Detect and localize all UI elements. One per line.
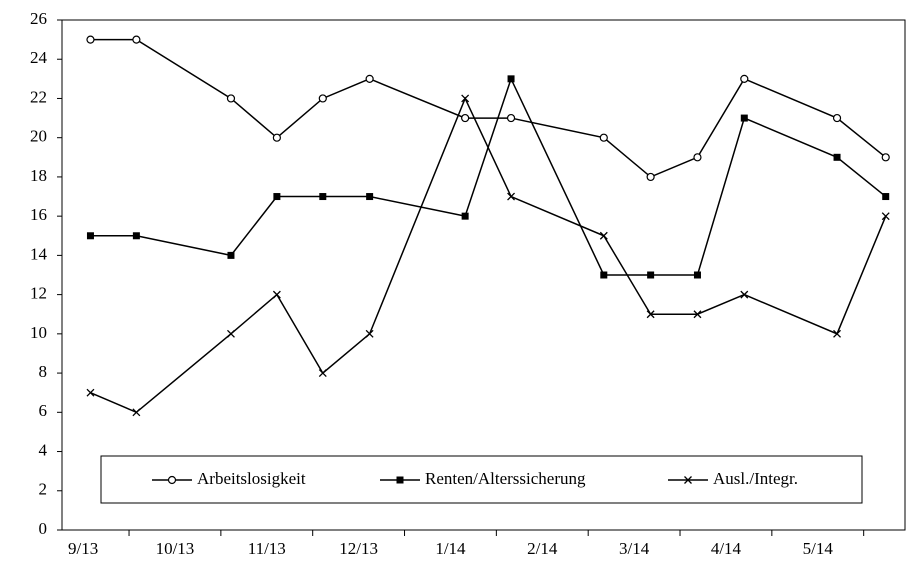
y-tick-label: 12 xyxy=(30,284,47,303)
x-tick-label: 12/13 xyxy=(339,539,378,558)
data-point xyxy=(318,94,327,103)
x-tick-label: 5/14 xyxy=(803,539,834,558)
series-line xyxy=(90,76,887,276)
data-point xyxy=(86,35,95,44)
y-tick-label: 10 xyxy=(30,323,47,342)
data-point xyxy=(273,193,281,201)
data-point xyxy=(461,113,470,123)
data-point xyxy=(693,153,702,162)
data-point xyxy=(272,290,281,299)
x-tick-label: 4/14 xyxy=(711,539,742,558)
data-point xyxy=(646,172,655,182)
data-point xyxy=(600,271,608,279)
legend-label: Ausl./Integr. xyxy=(713,469,798,488)
data-point xyxy=(318,369,327,378)
y-tick-label: 14 xyxy=(30,244,48,263)
y-tick-label: 24 xyxy=(30,48,48,67)
data-point xyxy=(507,75,515,83)
data-point xyxy=(881,212,890,221)
legend-box xyxy=(100,455,863,504)
data-point xyxy=(740,74,749,83)
x-tick-label: 2/14 xyxy=(527,539,558,558)
legend-label: Arbeitslosigkeit xyxy=(197,469,306,488)
data-point xyxy=(740,114,748,122)
data-point xyxy=(365,329,374,338)
data-point xyxy=(319,193,327,201)
series-line xyxy=(90,96,887,414)
data-point xyxy=(507,192,516,201)
data-point xyxy=(832,113,842,123)
data-point xyxy=(506,113,516,123)
plot-frame xyxy=(61,19,906,531)
data-point xyxy=(599,133,608,142)
data-point xyxy=(693,271,701,279)
data-point xyxy=(227,329,235,338)
data-point xyxy=(693,310,702,319)
data-point xyxy=(833,329,842,338)
x-tick-label: 3/14 xyxy=(619,539,650,558)
y-tick-label: 0 xyxy=(39,519,48,538)
data-point xyxy=(461,212,469,220)
data-point xyxy=(86,232,94,240)
legend-marker xyxy=(167,475,177,485)
y-tick-label: 26 xyxy=(30,9,47,28)
x-tick-label: 10/13 xyxy=(156,539,195,558)
data-point xyxy=(226,94,236,103)
x-tick-label: 11/13 xyxy=(248,539,286,558)
y-tick-label: 18 xyxy=(30,166,47,185)
data-point xyxy=(646,310,655,319)
data-point xyxy=(132,35,141,44)
data-point xyxy=(881,153,890,162)
legend-label: Renten/Alterssicherung xyxy=(425,469,586,488)
y-tick-label: 4 xyxy=(39,440,48,459)
data-point xyxy=(365,74,374,83)
x-tick-label: 9/13 xyxy=(68,539,98,558)
data-point xyxy=(461,94,470,103)
y-tick-label: 8 xyxy=(39,362,48,381)
data-point xyxy=(647,271,655,279)
y-tick-label: 22 xyxy=(30,87,47,106)
series-line xyxy=(90,38,887,178)
data-point xyxy=(366,193,374,201)
legend-marker xyxy=(396,476,404,484)
data-point xyxy=(833,153,841,161)
y-tick-label: 6 xyxy=(39,401,48,420)
data-point xyxy=(132,232,140,240)
data-point xyxy=(740,290,749,299)
data-point xyxy=(599,231,608,240)
y-tick-label: 2 xyxy=(39,480,48,499)
data-point xyxy=(882,193,890,201)
x-tick-label: 1/14 xyxy=(435,539,466,558)
data-point xyxy=(86,388,95,397)
data-point xyxy=(272,133,281,142)
y-tick-label: 16 xyxy=(30,205,47,224)
y-tick-label: 20 xyxy=(30,127,47,146)
data-point xyxy=(227,251,235,259)
data-point xyxy=(132,408,141,417)
legend-marker xyxy=(684,476,692,484)
